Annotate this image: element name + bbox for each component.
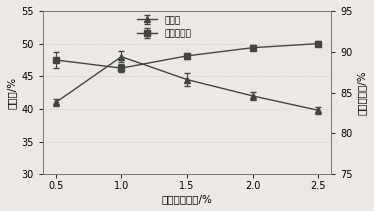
Legend: 脱色率, 多糖保留率: 脱色率, 多糖保留率 bbox=[133, 12, 194, 42]
Y-axis label: 多糖保留率/%: 多糖保留率/% bbox=[357, 70, 367, 115]
Y-axis label: 脱色率/%: 脱色率/% bbox=[7, 77, 17, 109]
X-axis label: 活性炭添加量/%: 活性炭添加量/% bbox=[162, 194, 212, 204]
